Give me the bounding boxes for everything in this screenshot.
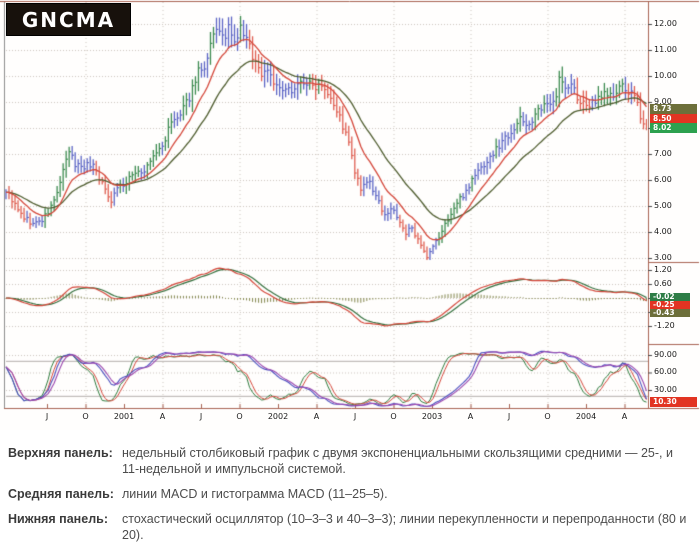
last-value-box-histogram: -0.43 <box>650 309 690 317</box>
ticker-label: GNCMA <box>6 3 131 36</box>
figure-caption: Верхняя панель: недельный столбиковый гр… <box>0 430 700 543</box>
date-axis-label: 2002 <box>267 412 289 421</box>
date-axis-label: A <box>621 412 628 421</box>
date-axis-label: J <box>45 412 49 421</box>
price-axis-label: 9.00 <box>654 97 672 106</box>
stoch-axis-label: 30.00 <box>654 384 677 394</box>
stoch-axis-label: 90.00 <box>654 350 677 359</box>
caption-row-top-panel: Верхняя панель: недельный столбиковый гр… <box>8 446 694 478</box>
date-axis-label: O <box>390 412 397 421</box>
date-axis-label: 2003 <box>421 412 443 421</box>
date-axis-label: J <box>353 412 357 421</box>
last-value-box-ema11: 8.50 <box>650 114 697 124</box>
date-axis-label: A <box>313 412 320 421</box>
price-axis-label: 7.00 <box>654 149 672 158</box>
price-axis-label: 6.00 <box>654 175 672 184</box>
macd-axis-label: -1.20 <box>654 320 675 330</box>
date-axis-label: A <box>467 412 474 421</box>
chart-canvas <box>0 0 700 430</box>
caption-label-bottom-panel: Нижняя панель: <box>8 511 108 526</box>
price-axis-label: 3.00 <box>654 253 672 262</box>
price-axis-label: 4.00 <box>654 227 672 236</box>
date-axis-label: O <box>236 412 243 421</box>
macd-axis-label: 1.20 <box>654 265 672 274</box>
last-value-box-ema25: 8.73 <box>650 104 697 114</box>
price-axis-label: 10.00 <box>654 71 677 80</box>
last-value-box-macd: -0.25 <box>650 301 690 309</box>
price-axis-label: 11.00 <box>654 45 677 54</box>
date-axis-label: 2001 <box>113 412 135 421</box>
caption-row-middle-panel: Средняя панель: линии MACD и гистограмма… <box>8 487 694 503</box>
caption-label-top-panel: Верхняя панель: <box>8 446 113 460</box>
date-axis-label: O <box>544 412 551 421</box>
date-axis-label: 2004 <box>575 412 597 421</box>
last-value-box-signal: -0.02 <box>650 293 690 301</box>
caption-row-bottom-panel: Нижняя панель: стохастический осциллятор… <box>8 512 694 544</box>
caption-text-top-panel: недельный столбиковый график с двумя экс… <box>122 446 673 476</box>
date-axis-label: A <box>159 412 166 421</box>
caption-label-middle-panel: Средняя панель: <box>8 486 114 501</box>
last-value-box-close: 8.02 <box>650 123 697 133</box>
caption-text-middle-panel: линии MACD и гистограмма MACD (11–25–5). <box>122 486 388 501</box>
last-value-box-stoch-fast: 10.30 <box>650 397 697 407</box>
date-axis-label: O <box>82 412 89 421</box>
stock-chart: GNCMA 12.0011.0010.009.008.007.006.005.0… <box>0 0 700 430</box>
date-axis-label: J <box>199 412 203 421</box>
price-axis-label: 12.00 <box>654 19 677 28</box>
caption-text-bottom-panel: стохастический осциллятор (10–3–3 и 40–3… <box>122 511 687 542</box>
stoch-axis-label: 60.00 <box>654 367 677 377</box>
date-axis-label: J <box>507 412 511 421</box>
macd-axis-label: 0.60 <box>654 279 672 288</box>
price-axis-label: 5.00 <box>654 201 672 210</box>
